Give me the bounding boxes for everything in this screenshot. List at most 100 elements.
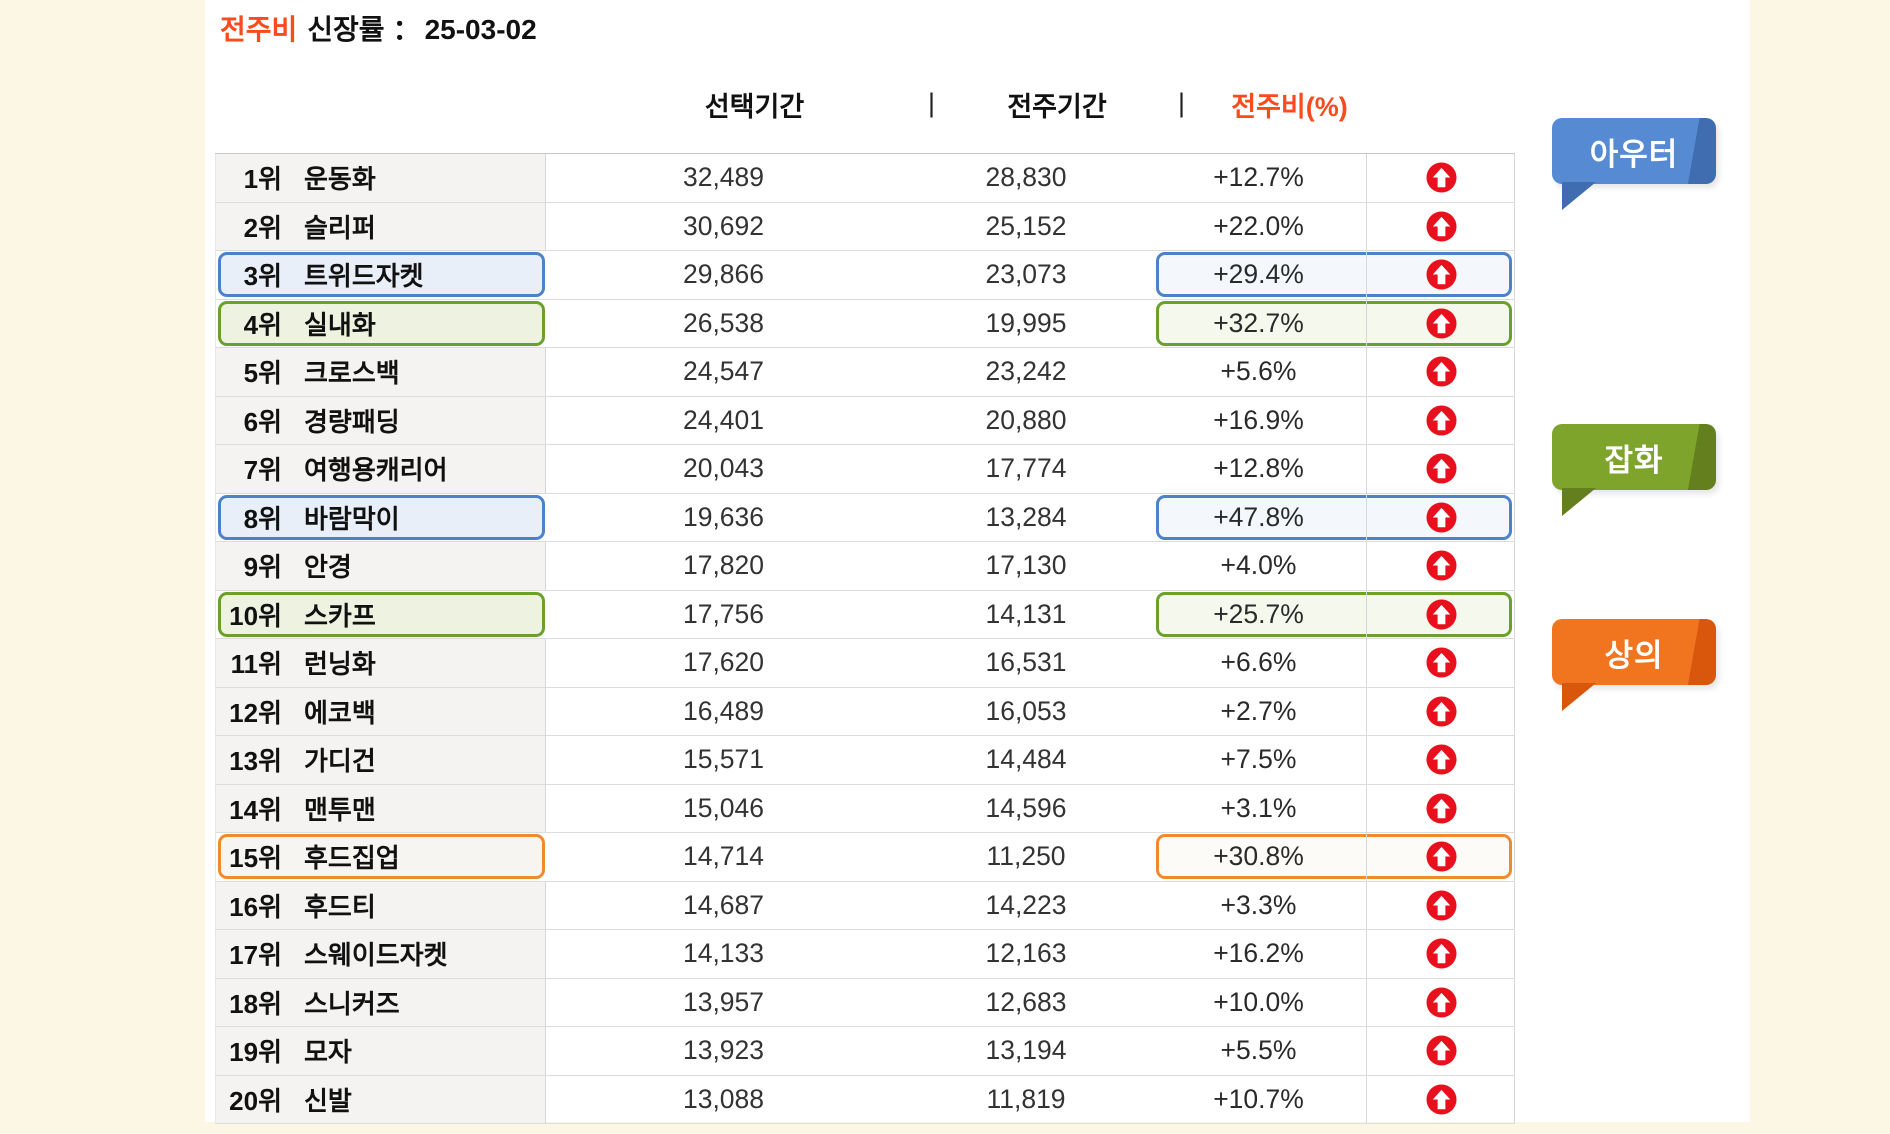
change-pct-value: +25.7% — [1213, 598, 1304, 629]
table-row: 5위 크로스백 24,547 23,242 +5.6% — [215, 348, 1515, 397]
selected-period-value: 26,538 — [682, 307, 765, 338]
item-name: 가디건 — [304, 746, 376, 777]
item-name: 실내화 — [304, 309, 376, 340]
selected-period-value: 29,866 — [682, 259, 765, 290]
change-pct-value: +32.7% — [1213, 307, 1304, 338]
trend-cell — [1366, 590, 1516, 638]
selected-period-value: 24,547 — [682, 356, 765, 387]
trend-cell — [1366, 687, 1516, 735]
item-name: 스니커즈 — [304, 988, 400, 1019]
ranking-table-body: 1위 운동화 32,489 28,830 +12.7% 2위 슬리퍼 30,692 25,152… — [215, 153, 1515, 1124]
up-arrow-icon — [1426, 502, 1457, 533]
trend-cell — [1366, 493, 1516, 541]
rank-label: 10위 — [229, 600, 282, 631]
item-name: 슬리퍼 — [304, 212, 376, 243]
item-cell: 10위 스카프 — [216, 591, 546, 639]
rank-label: 4위 — [243, 309, 282, 340]
previous-period-value: 16,531 — [985, 647, 1067, 678]
item-cell: 7위 여행용캐리어 — [216, 445, 546, 493]
item-name: 트위드자켓 — [304, 261, 424, 292]
table-row: 20위 신발 13,088 11,819 +10.7% — [215, 1075, 1516, 1124]
previous-period-value: 17,130 — [985, 550, 1067, 581]
table-row: 18위 스니커즈 13,957 12,683 +10.0% — [215, 978, 1515, 1027]
table-row: 13위 가디건 15,571 14,484 +7.5% — [215, 736, 1515, 785]
item-cell: 20위 신발 — [216, 1075, 546, 1123]
selected-period-value: 14,133 — [682, 938, 765, 969]
previous-period-value: 14,223 — [985, 889, 1067, 920]
badge-tail — [1562, 683, 1596, 711]
previous-period-value: 23,242 — [985, 356, 1067, 387]
item-cell: 9위 안경 — [216, 542, 546, 590]
rank-label: 16위 — [229, 891, 282, 922]
change-pct-value: +2.7% — [1220, 695, 1297, 726]
previous-period-value: 14,596 — [985, 792, 1067, 823]
item-name: 안경 — [304, 552, 352, 583]
change-pct-value: +4.0% — [1220, 550, 1297, 581]
title-text: 신장률 — [307, 14, 385, 45]
table-row: 4위 실내화 26,538 19,995 +32.7% — [215, 299, 1515, 348]
change-pct-value: +30.8% — [1213, 841, 1304, 872]
table-row: 14위 맨투맨 15,046 14,596 +3.1% — [215, 784, 1515, 833]
rank-label: 11위 — [230, 649, 282, 680]
item-name: 스카프 — [304, 600, 376, 631]
table-row: 16위 후드티 14,687 14,223 +3.3% — [215, 881, 1515, 930]
selected-period-value: 15,571 — [682, 744, 765, 775]
up-arrow-icon — [1426, 259, 1457, 290]
change-pct-value: +10.7% — [1213, 1083, 1304, 1114]
item-cell: 15위 후드집업 — [216, 833, 546, 881]
title-date: 25-03-02 — [424, 14, 537, 45]
badge-label: 아우터 — [1589, 136, 1679, 172]
item-cell: 3위 트위드자켓 — [216, 251, 546, 299]
highlight-box-item — [218, 252, 545, 297]
trend-cell — [1366, 1075, 1516, 1123]
item-cell: 13위 가디건 — [216, 736, 546, 784]
trend-cell — [1366, 154, 1516, 202]
previous-period-value: 12,163 — [985, 938, 1067, 969]
up-arrow-icon — [1426, 405, 1457, 436]
selected-period-value: 13,088 — [682, 1083, 765, 1114]
item-cell: 14위 맨투맨 — [216, 784, 546, 832]
item-cell: 8위 바람막이 — [216, 494, 546, 542]
trend-cell — [1366, 542, 1516, 590]
change-pct-value: +5.6% — [1220, 356, 1297, 387]
previous-period-value: 13,284 — [985, 501, 1067, 532]
item-cell: 11위 런닝화 — [216, 639, 546, 687]
selected-period-value: 17,756 — [682, 598, 765, 629]
up-arrow-icon — [1426, 1084, 1457, 1115]
table-row: 1위 운동화 32,489 28,830 +12.7% — [215, 154, 1515, 203]
change-pct-value: +3.1% — [1220, 792, 1297, 823]
selected-period-value: 14,714 — [682, 841, 765, 872]
selected-period-value: 20,043 — [682, 453, 765, 484]
table-row: 19위 모자 13,923 13,194 +5.5% — [215, 1027, 1515, 1076]
up-arrow-icon — [1426, 938, 1457, 969]
change-pct-value: +6.6% — [1220, 647, 1297, 678]
table-row: 7위 여행용캐리어 20,043 17,774 +12.8% — [215, 445, 1515, 494]
previous-period-value: 20,880 — [985, 404, 1067, 435]
previous-period-value: 11,250 — [986, 841, 1066, 872]
change-pct-value: +5.5% — [1220, 1035, 1297, 1066]
rank-label: 18위 — [229, 988, 282, 1019]
change-pct-value: +12.8% — [1213, 453, 1304, 484]
item-cell: 6위 경량패딩 — [216, 396, 546, 444]
item-name: 후드집업 — [304, 843, 400, 874]
selected-period-value: 13,957 — [682, 986, 765, 1017]
change-pct-value: +47.8% — [1213, 501, 1304, 532]
rank-label: 1위 — [243, 164, 282, 195]
item-name: 경량패딩 — [304, 406, 400, 437]
previous-period-value: 12,683 — [985, 986, 1067, 1017]
column-header-selected-period: 선택기간 — [704, 91, 805, 122]
highlight-box-item — [218, 834, 545, 879]
header-separator: | — [1178, 88, 1186, 118]
selected-period-value: 14,687 — [682, 889, 765, 920]
up-arrow-icon — [1426, 1035, 1457, 1066]
table-row: 8위 바람막이 19,636 13,284 +47.8% — [215, 493, 1516, 542]
rank-label: 15위 — [229, 843, 282, 874]
change-pct-value: +12.7% — [1213, 162, 1304, 193]
previous-period-value: 25,152 — [985, 210, 1067, 241]
trend-cell — [1366, 348, 1516, 396]
previous-period-value: 19,995 — [985, 307, 1067, 338]
item-name: 크로스백 — [304, 358, 400, 389]
item-cell: 17위 스웨이드자켓 — [216, 930, 546, 978]
table-row: 17위 스웨이드자켓 14,133 12,163 +16.2% — [215, 930, 1515, 979]
change-pct-value: +7.5% — [1220, 744, 1297, 775]
